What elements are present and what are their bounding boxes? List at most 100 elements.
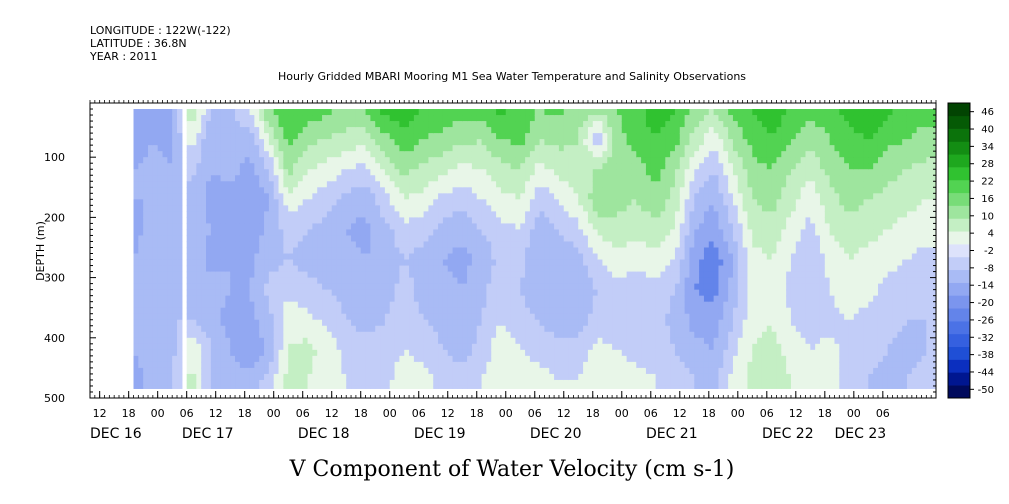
- heatmap-cell: [423, 265, 429, 273]
- heatmap-cell: [413, 337, 420, 345]
- heatmap-cell: [317, 163, 323, 170]
- heatmap-cell: [447, 283, 454, 291]
- heatmap-cell: [525, 139, 531, 146]
- heatmap-cell: [641, 277, 647, 285]
- heatmap-cell: [578, 385, 584, 389]
- heatmap-cell: [568, 139, 575, 146]
- heatmap-cell: [525, 127, 531, 134]
- heatmap-cell: [152, 187, 159, 194]
- heatmap-cell: [331, 193, 338, 200]
- heatmap-cell: [297, 205, 304, 212]
- heatmap-cell: [355, 271, 362, 279]
- heatmap-cell: [491, 277, 497, 285]
- heatmap-cell: [650, 139, 657, 146]
- heatmap-cell: [283, 325, 289, 333]
- heatmap-cell: [365, 175, 371, 182]
- heatmap-cell: [592, 121, 599, 128]
- heatmap-cell: [592, 223, 599, 231]
- heatmap-cell: [138, 247, 144, 255]
- heatmap-cell: [177, 295, 183, 303]
- heatmap-cell: [346, 229, 352, 237]
- heatmap-cell: [645, 337, 652, 345]
- heatmap-cell: [365, 355, 371, 363]
- heatmap-cell: [278, 325, 284, 333]
- heatmap-cell: [447, 349, 454, 357]
- heatmap-cell: [157, 343, 164, 351]
- heatmap-cell: [462, 127, 468, 134]
- heatmap-cell: [297, 295, 304, 303]
- heatmap-cell: [409, 253, 415, 261]
- heatmap-cell: [616, 157, 623, 164]
- heatmap-cell: [616, 385, 623, 389]
- heatmap-cell: [529, 217, 536, 225]
- heatmap-cell: [409, 217, 415, 225]
- heatmap-cell: [481, 337, 488, 345]
- heatmap-cell: [201, 325, 207, 333]
- heatmap-cell: [467, 235, 473, 243]
- heatmap-cell: [534, 145, 541, 152]
- heatmap-cell: [558, 121, 565, 128]
- heatmap-cell: [447, 247, 454, 255]
- heatmap-cell: [341, 151, 347, 158]
- heatmap-cell: [447, 265, 454, 273]
- heatmap-cell: [515, 337, 521, 345]
- heatmap-cell: [428, 385, 434, 389]
- heatmap-cell: [293, 223, 299, 231]
- heatmap-cell: [438, 349, 444, 357]
- heatmap-cell: [442, 313, 449, 321]
- heatmap-cell: [515, 301, 521, 309]
- heatmap-cell: [273, 139, 280, 146]
- heatmap-cell: [172, 337, 178, 345]
- heatmap-cell: [534, 193, 541, 200]
- heatmap-cell: [288, 373, 294, 381]
- heatmap-cell: [554, 373, 560, 381]
- heatmap-cell: [239, 265, 246, 273]
- heatmap-cell: [409, 199, 415, 206]
- heatmap-cell: [602, 247, 608, 255]
- heatmap-cell: [457, 367, 463, 375]
- heatmap-cell: [384, 283, 391, 291]
- heatmap-cell: [268, 361, 275, 369]
- heatmap-cell: [563, 307, 570, 315]
- heatmap-cell: [433, 139, 439, 146]
- heatmap-cell: [196, 355, 202, 363]
- heatmap-cell: [254, 235, 260, 243]
- heatmap-cell: [235, 385, 241, 389]
- heatmap-cell: [322, 361, 328, 369]
- heatmap-cell: [148, 313, 154, 321]
- heatmap-cell: [529, 253, 536, 261]
- heatmap-cell: [558, 247, 565, 255]
- heatmap-cell: [413, 169, 420, 176]
- heatmap-cell: [326, 223, 333, 231]
- heatmap-cell: [351, 373, 357, 381]
- heatmap-cell: [346, 343, 352, 351]
- heatmap-cell: [467, 313, 473, 321]
- heatmap-cell: [404, 301, 410, 309]
- heatmap-cell: [515, 349, 521, 357]
- heatmap-cell: [602, 271, 608, 279]
- heatmap-cell: [612, 265, 618, 273]
- heatmap-cell: [370, 223, 376, 231]
- heatmap-cell: [177, 115, 183, 122]
- heatmap-cell: [148, 133, 154, 140]
- heatmap-cell: [302, 211, 309, 218]
- heatmap-cell: [534, 229, 541, 237]
- heatmap-cell: [220, 121, 226, 128]
- heatmap-cell: [133, 115, 139, 122]
- heatmap-cell: [607, 199, 613, 206]
- heatmap-cell: [481, 295, 488, 303]
- heatmap-cell: [249, 319, 255, 327]
- heatmap-cell: [442, 259, 449, 267]
- heatmap-cell: [428, 295, 434, 303]
- heatmap-cell: [438, 367, 444, 375]
- heatmap-cell: [278, 277, 284, 285]
- heatmap-cell: [220, 295, 226, 303]
- heatmap-cell: [520, 139, 526, 146]
- heatmap-cell: [394, 337, 400, 345]
- heatmap-cell: [587, 301, 594, 309]
- heatmap-cell: [583, 301, 589, 309]
- heatmap-cell: [244, 379, 251, 387]
- heatmap-cell: [148, 355, 154, 363]
- heatmap-cell: [631, 385, 637, 389]
